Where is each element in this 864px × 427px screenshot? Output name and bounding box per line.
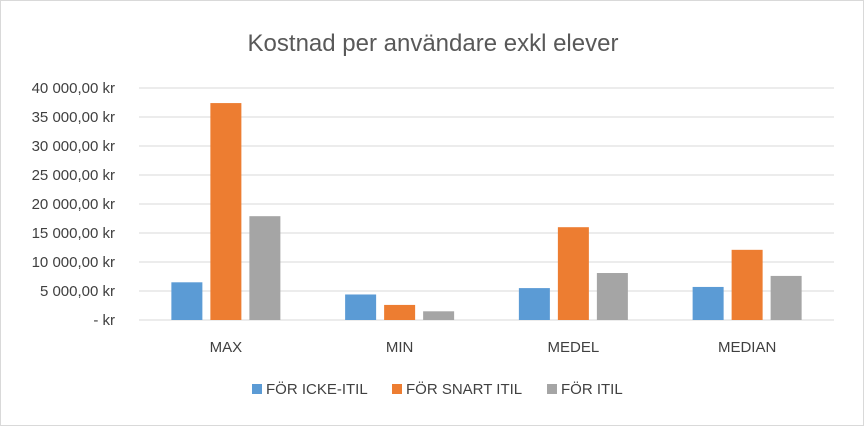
y-tick-label: 35 000,00 kr bbox=[32, 109, 115, 126]
bar-median-series-3 bbox=[770, 275, 802, 320]
chart-title: Kostnad per användare exkl elever bbox=[248, 30, 619, 57]
legend-label: FÖR ICKE-ITIL bbox=[266, 380, 368, 398]
bar-medel-series-3 bbox=[596, 273, 628, 320]
x-axis-category-labels: MAX MIN MEDEL MEDIAN bbox=[210, 339, 777, 356]
y-tick-label: - kr bbox=[93, 312, 115, 329]
bar-medel-series-2 bbox=[557, 227, 589, 320]
bar-median-series-1 bbox=[692, 286, 724, 320]
y-tick-label: 30 000,00 kr bbox=[32, 138, 115, 155]
legend-swatch bbox=[547, 384, 557, 394]
y-tick-label: 25 000,00 kr bbox=[32, 167, 115, 184]
x-category-label: MEDEL bbox=[548, 339, 600, 356]
y-tick-label: 40 000,00 kr bbox=[32, 80, 115, 97]
legend-label: FÖR SNART ITIL bbox=[406, 380, 522, 398]
bar-min-series-3 bbox=[423, 311, 455, 320]
legend-swatch bbox=[252, 384, 262, 394]
legend-swatch bbox=[392, 384, 402, 394]
bar-min-series-2 bbox=[384, 304, 416, 320]
bar-median-series-2 bbox=[731, 249, 763, 320]
bar-max-series-3 bbox=[249, 216, 281, 320]
y-tick-label: 15 000,00 kr bbox=[32, 225, 115, 242]
bar-max-series-2 bbox=[210, 103, 242, 320]
x-category-label: MAX bbox=[210, 339, 243, 356]
x-category-label: MEDIAN bbox=[718, 339, 776, 356]
x-category-label: MIN bbox=[386, 339, 414, 356]
y-tick-label: 5 000,00 kr bbox=[40, 283, 115, 300]
legend: FÖR ICKE-ITIL FÖR SNART ITIL FÖR ITIL bbox=[252, 380, 623, 398]
bars bbox=[171, 103, 802, 320]
y-tick-label: 10 000,00 kr bbox=[32, 254, 115, 271]
gridlines bbox=[139, 87, 834, 321]
bar-min-series-1 bbox=[345, 294, 377, 320]
y-axis-tick-labels: - kr 5 000,00 kr 10 000,00 kr 15 000,00 kr 2… bbox=[32, 80, 115, 329]
y-tick-label: 20 000,00 kr bbox=[32, 196, 115, 213]
bar-max-series-1 bbox=[171, 282, 203, 320]
legend-label: FÖR ITIL bbox=[561, 380, 623, 398]
bar-medel-series-1 bbox=[518, 288, 550, 320]
